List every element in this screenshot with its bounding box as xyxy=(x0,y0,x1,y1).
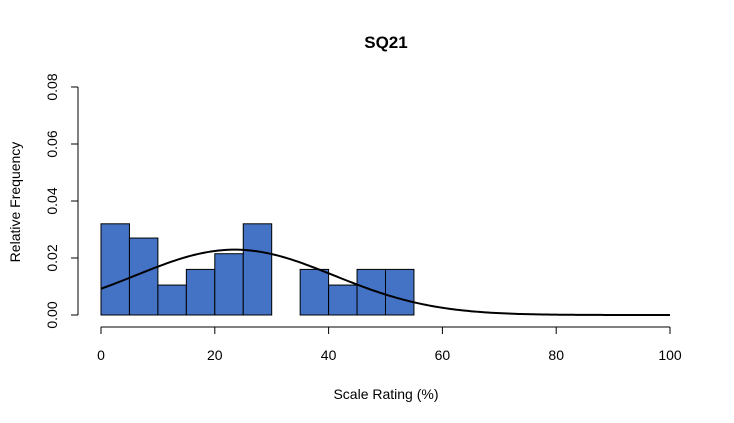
histogram-bar-4 xyxy=(214,253,244,316)
y-tick-label-4: 0.08 xyxy=(44,73,60,100)
x-tick-label-0: 0 xyxy=(97,347,105,363)
x-tick-label-2: 40 xyxy=(321,347,337,363)
x-tick-label-1: 20 xyxy=(207,347,223,363)
x-tick-label-3: 60 xyxy=(435,347,451,363)
x-tick-label-5: 100 xyxy=(658,347,682,363)
x-axis-label: Scale Rating (%) xyxy=(333,386,438,402)
density-curve-line xyxy=(100,248,670,316)
bars xyxy=(100,223,415,316)
y-tick-label-3: 0.06 xyxy=(44,130,60,157)
histogram-bar-5 xyxy=(242,223,273,316)
y-axis-label: Relative Frequency xyxy=(7,142,23,263)
chart-title: SQ21 xyxy=(364,33,407,52)
histogram-bar-10 xyxy=(385,268,415,316)
histogram-bar-2 xyxy=(157,284,187,316)
x-tick-label-4: 80 xyxy=(548,347,564,363)
y-axis: 0.00 0.02 0.04 0.06 0.08 xyxy=(44,73,79,329)
histogram-bar-7 xyxy=(299,268,330,316)
histogram-bar-3 xyxy=(185,268,216,316)
y-tick-label-1: 0.02 xyxy=(44,244,60,271)
x-axis: 0 20 40 60 80 100 xyxy=(97,326,682,363)
y-tick-label-2: 0.04 xyxy=(44,187,60,214)
y-tick-label-0: 0.00 xyxy=(44,301,60,328)
histogram-bar-0 xyxy=(100,223,130,316)
histogram-bar-8 xyxy=(328,284,358,316)
normal-curve xyxy=(100,248,670,316)
